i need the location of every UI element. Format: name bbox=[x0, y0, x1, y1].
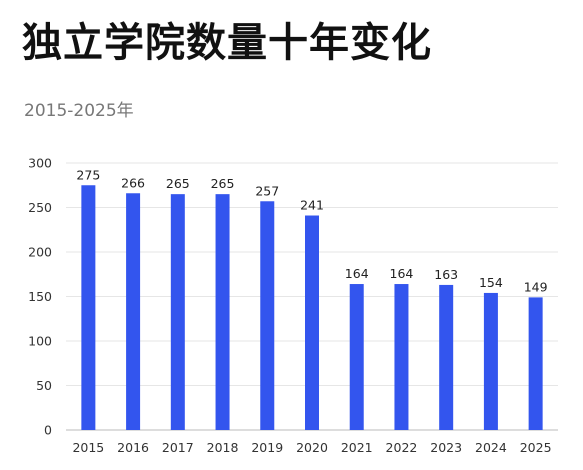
bar bbox=[349, 284, 364, 430]
x-tick-label: 2021 bbox=[341, 440, 373, 455]
data-label: 241 bbox=[300, 198, 324, 213]
y-tick-label: 100 bbox=[28, 334, 52, 349]
x-tick-label: 2024 bbox=[475, 440, 507, 455]
x-tick-label: 2017 bbox=[162, 440, 194, 455]
x-tick-label: 2023 bbox=[430, 440, 462, 455]
data-label: 265 bbox=[211, 176, 235, 191]
data-label: 164 bbox=[345, 266, 369, 281]
data-label: 275 bbox=[76, 167, 100, 182]
bar bbox=[439, 284, 454, 430]
data-label: 149 bbox=[524, 279, 548, 294]
y-axis: 0 50 100 150 200 250 300 bbox=[28, 156, 52, 438]
data-label: 257 bbox=[255, 183, 279, 198]
chart-subtitle: 2015-2025年 bbox=[24, 101, 134, 121]
x-tick-label: 2022 bbox=[386, 440, 418, 455]
x-axis: 2015 2016 2017 2018 2019 2020 2021 2022 2023 2024… bbox=[72, 440, 551, 455]
bar bbox=[260, 201, 275, 430]
x-tick-label: 2025 bbox=[520, 440, 552, 455]
x-tick-label: 2015 bbox=[72, 440, 104, 455]
data-label: 154 bbox=[479, 275, 503, 290]
y-tick-label: 150 bbox=[28, 289, 52, 304]
bars bbox=[81, 185, 543, 430]
x-tick-label: 2016 bbox=[117, 440, 149, 455]
data-labels: 275 266 265 265 257 241 164 164 163 154 149 bbox=[76, 167, 547, 294]
data-label: 266 bbox=[121, 175, 145, 190]
bar bbox=[170, 194, 185, 430]
bar bbox=[126, 193, 141, 430]
bar bbox=[215, 194, 230, 430]
bar bbox=[305, 215, 319, 430]
x-tick-label: 2020 bbox=[296, 440, 328, 455]
y-tick-label: 250 bbox=[28, 200, 52, 215]
chart-title: 独立学院数量十年变化 bbox=[22, 20, 432, 66]
y-tick-label: 200 bbox=[28, 245, 52, 260]
bar bbox=[81, 185, 96, 430]
bar bbox=[394, 284, 409, 430]
bar bbox=[483, 292, 498, 430]
y-tick-label: 300 bbox=[28, 156, 52, 171]
x-tick-label: 2018 bbox=[207, 440, 239, 455]
data-label: 265 bbox=[166, 176, 190, 191]
bar bbox=[528, 297, 543, 430]
x-tick-label: 2019 bbox=[251, 440, 283, 455]
y-tick-label: 0 bbox=[44, 423, 52, 438]
y-tick-label: 50 bbox=[36, 378, 52, 393]
data-label: 164 bbox=[390, 266, 414, 281]
data-label: 163 bbox=[434, 267, 458, 282]
